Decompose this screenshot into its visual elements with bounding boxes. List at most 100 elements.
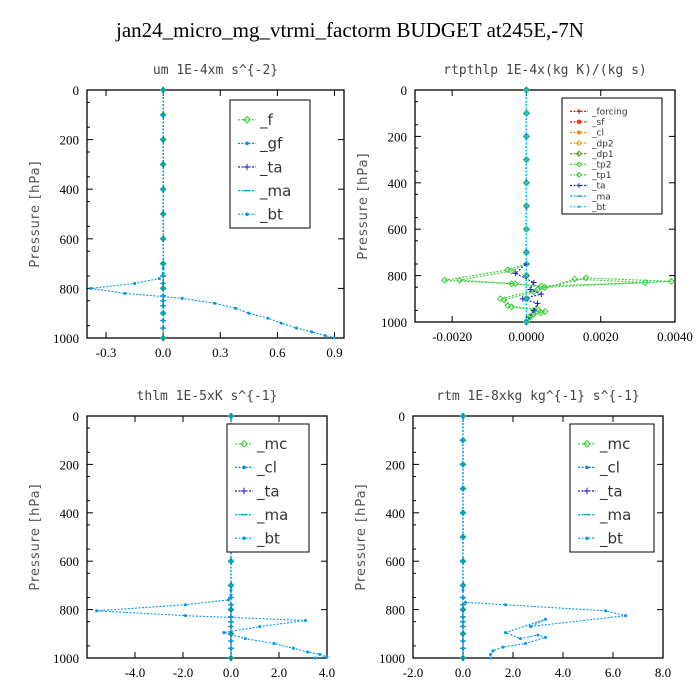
data-point [133, 281, 137, 285]
data-point [243, 637, 247, 641]
x-tick-label: 0.0000 [509, 329, 545, 344]
legend-marker [243, 163, 251, 171]
plot-frame [412, 415, 664, 659]
legend-box [226, 423, 310, 553]
chart-title: rtm 1E-8xkg kg^{-1} s^{-1} [436, 389, 640, 404]
data-point [543, 617, 548, 621]
y-tick-label: 0 [73, 409, 80, 424]
y-tick-label: 1000 [381, 315, 407, 330]
x-tick-label: 4.0 [555, 665, 571, 680]
data-point [229, 583, 233, 587]
data-point [461, 595, 465, 600]
data-point [461, 487, 465, 491]
legend-marker [585, 536, 589, 540]
legend-marker [576, 108, 582, 114]
data-point [518, 637, 523, 641]
y-tick-label: 400 [388, 176, 408, 191]
data-point [667, 277, 675, 285]
data-point [543, 635, 548, 639]
legend-label: _bt [256, 529, 280, 548]
legend-marker [575, 150, 583, 157]
legend-label: _bt [259, 205, 283, 224]
legend-label: _dp2 [591, 139, 614, 149]
legend-label: _cl [256, 459, 277, 478]
y-tick-label: 800 [386, 603, 406, 618]
legend-label: _sf [591, 118, 605, 128]
data-point [522, 225, 530, 233]
legend-marker [243, 115, 251, 124]
legend-marker [242, 536, 246, 540]
data-point [310, 330, 314, 334]
data-point [524, 158, 528, 162]
data-point [180, 296, 184, 300]
legend-label: _bt [599, 529, 623, 548]
data-point [524, 181, 528, 185]
series-bt [461, 414, 628, 660]
legend-label: _mc [599, 435, 630, 454]
y-tick-label: 800 [388, 269, 408, 284]
plot-frame [414, 89, 676, 323]
data-point [441, 276, 449, 284]
data-point [161, 267, 165, 271]
plot-frame [86, 415, 328, 659]
data-point [229, 559, 233, 563]
x-tick-label: 0.6 [269, 345, 286, 360]
data-point [247, 311, 251, 315]
data-point [323, 333, 327, 338]
y-axis-label: Pressure [hPa] [356, 152, 371, 259]
data-point [503, 603, 508, 607]
legend-marker [576, 183, 582, 188]
y-tick-label: 0 [401, 83, 408, 98]
data-point [603, 609, 608, 613]
x-tick-label: 0.0 [223, 665, 239, 680]
data-point [522, 156, 530, 164]
data-point [500, 296, 508, 304]
data-point [508, 267, 516, 275]
data-point [95, 609, 99, 613]
data-point [183, 603, 187, 607]
data-point [213, 301, 217, 305]
legend-marker [242, 465, 246, 470]
data-point [161, 212, 165, 216]
data-point [303, 618, 307, 623]
data-point [524, 204, 528, 208]
data-point [536, 633, 540, 637]
chart-panel-4: rtm 1E-8xkg kg^{-1} s^{-1} 0 200 400 600 800 1… [354, 389, 671, 680]
data-point [233, 306, 238, 310]
data-point [528, 625, 533, 629]
series-line [514, 90, 544, 323]
chart-panel-3: thlm 1E-5xK s^{-1} 0 200 400 600 800 1000 -4.0 -… [28, 389, 335, 680]
data-point [461, 588, 465, 592]
y-axis-label: Pressure [hPa] [28, 483, 43, 590]
y-tick-label: 800 [60, 603, 80, 618]
data-point [531, 279, 537, 286]
data-point [461, 559, 465, 563]
legend-marker [576, 119, 582, 125]
data-point [491, 649, 495, 653]
data-point [522, 132, 530, 140]
data-point [522, 109, 530, 117]
data-point [538, 291, 545, 297]
data-point [161, 262, 165, 266]
data-point [522, 179, 530, 187]
data-point [571, 275, 579, 283]
y-tick-label: 600 [60, 232, 80, 247]
data-point [229, 588, 233, 592]
data-point [488, 652, 493, 656]
legend-label: _tp2 [591, 160, 611, 170]
x-tick-label: -0.3 [96, 345, 117, 360]
y-tick-label: 400 [60, 182, 80, 197]
series-bt [89, 88, 337, 340]
data-point [524, 320, 528, 324]
legend-marker [240, 487, 248, 495]
data-point [279, 321, 283, 325]
legend-label: _dp1 [591, 150, 614, 160]
legend-label: _gf [259, 135, 283, 154]
legend-label: _ta [256, 482, 280, 501]
legend-label: _cl [591, 129, 604, 139]
legend-label: _cl [599, 459, 620, 478]
data-point [522, 272, 530, 280]
legend-label: _ta [599, 482, 623, 501]
data-point [526, 313, 534, 321]
